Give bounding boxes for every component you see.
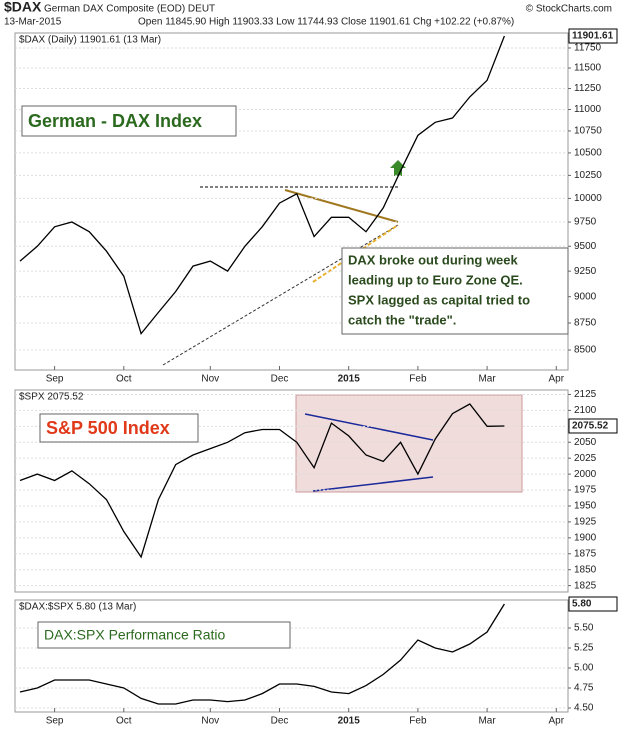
panel-frame [14, 32, 569, 371]
tag-box [568, 418, 618, 434]
panel-frame [14, 389, 569, 593]
y-tick-label: 8750 [574, 318, 597, 329]
x-tick-label: Dec [271, 716, 289, 727]
tag-box [568, 28, 618, 44]
panel-frame [14, 599, 569, 713]
panel-title: German - DAX Index [28, 111, 202, 131]
y-tick-label: 9750 [574, 217, 597, 228]
panel-label: $SPX 2075.52 [19, 392, 84, 403]
security-name: German DAX Composite (EOD) DEUT [44, 4, 215, 15]
x-tick-label: Oct [116, 716, 132, 727]
annotation-line: catch the "trade". [348, 312, 456, 327]
price-line [19, 403, 505, 559]
y-tick-label: 9500 [574, 241, 597, 252]
x-tick-label: Apr [549, 374, 565, 385]
y-tick-label: 4.50 [574, 703, 594, 714]
x-tick-label: 2015 [338, 374, 361, 385]
last-value-tag: 5.80 [568, 596, 618, 612]
date: 13-Mar-2015 [4, 17, 62, 28]
x-tick-label: Feb [409, 374, 427, 385]
y-tick-label: 2050 [574, 437, 597, 448]
y-tick-label: 11500 [574, 63, 602, 74]
last-value-tag: 11901.61 [568, 28, 618, 44]
y-tick-label: 9250 [574, 266, 597, 277]
y-tick-label: 1825 [574, 580, 597, 591]
y-tick-label: 10250 [574, 170, 602, 181]
y-tick-label: 10500 [574, 148, 602, 159]
y-tick-label: 8500 [574, 345, 597, 356]
stats: Open 11845.90 High 11903.33 Low 11744.93… [138, 17, 514, 28]
x-tick-label: Nov [201, 374, 219, 385]
y-tick-label: 5.50 [574, 623, 594, 634]
y-tick-label: 1900 [574, 532, 597, 543]
price-line [19, 603, 505, 705]
price-line [19, 35, 506, 336]
last-value: 11901.61 [572, 31, 614, 42]
x-tick-label: Feb [409, 716, 427, 727]
y-tick-label: 11250 [574, 83, 602, 94]
y-tick-label: 5.25 [574, 643, 594, 654]
y-tick-label: 2100 [574, 405, 597, 416]
title-box [39, 413, 199, 443]
y-tick-label: 10750 [574, 126, 602, 137]
last-value: 5.80 [572, 599, 592, 610]
y-tick-label: 1875 [574, 548, 597, 559]
x-tick-label: Mar [478, 374, 496, 385]
title-box [37, 621, 291, 649]
x-tick-label: Mar [478, 716, 496, 727]
y-tick-label: 1950 [574, 501, 597, 512]
y-tick-label: 9000 [574, 291, 597, 302]
panel-title: S&P 500 Index [46, 418, 170, 438]
panel-label: $DAX (Daily) 11901.61 (13 Mar) [19, 35, 161, 46]
panel-title: DAX:SPX Performance Ratio [44, 627, 226, 643]
symbol: $DAX [4, 0, 42, 15]
title-box [21, 105, 237, 137]
annotation-line: leading up to Euro Zone QE. [348, 272, 523, 287]
annotation-line: DAX broke out during week [348, 252, 519, 267]
x-tick-label: 2015 [338, 716, 361, 727]
x-tick-label: Sep [46, 374, 64, 385]
y-tick-label: 2000 [574, 469, 597, 480]
x-tick-label: Apr [549, 716, 565, 727]
y-tick-label: 5.00 [574, 663, 594, 674]
x-tick-label: Oct [116, 374, 132, 385]
y-tick-label: 1925 [574, 517, 597, 528]
credit: © StockCharts.com [526, 4, 612, 15]
y-tick-label: 2125 [574, 389, 597, 400]
y-tick-label: 1975 [574, 485, 597, 496]
x-tick-label: Nov [201, 716, 219, 727]
y-tick-label: 11750 [574, 43, 602, 54]
x-tick-label: Dec [271, 374, 289, 385]
y-tick-label: 10000 [574, 193, 602, 204]
y-tick-label: 4.75 [574, 683, 594, 694]
annotation-box [341, 247, 569, 335]
annotation-line: SPX lagged as capital tried to [348, 292, 530, 307]
y-tick-label: 11000 [574, 104, 602, 115]
last-value-tag: 2075.52 [568, 418, 618, 434]
trendlines [162, 160, 523, 493]
y-tick-label: 2025 [574, 453, 597, 464]
panel-label: $DAX:$SPX 5.80 (13 Mar) [19, 602, 136, 613]
tag-box [568, 596, 618, 612]
y-tick-label: 1850 [574, 564, 597, 575]
x-tick-label: Sep [46, 716, 64, 727]
last-value: 2075.52 [572, 421, 609, 432]
